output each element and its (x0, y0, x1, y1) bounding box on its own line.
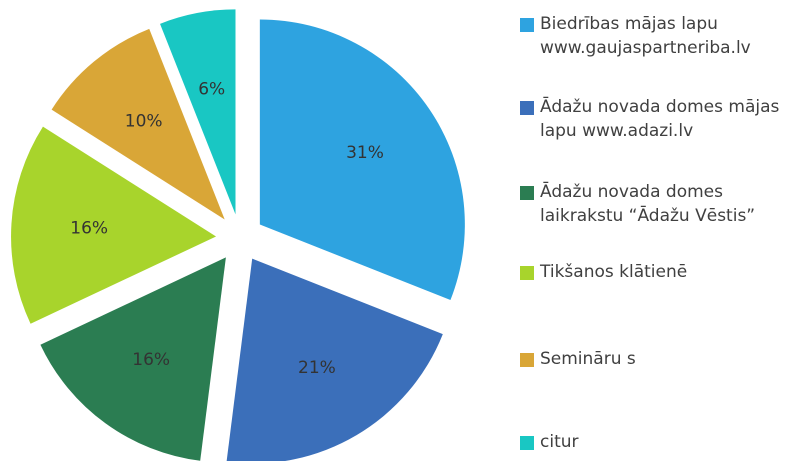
legend-label: citur (540, 432, 579, 452)
data-label: 21% (298, 358, 336, 378)
data-label: 10% (125, 112, 163, 132)
data-label: 16% (70, 219, 108, 239)
legend-swatch (520, 436, 534, 450)
legend-item: Biedrības mājas lapu www.gaujaspartnerib… (520, 12, 805, 60)
pie-slice (51, 28, 225, 220)
pie-slice (259, 19, 465, 300)
data-label: 16% (132, 350, 170, 370)
pie-area: 31% 21% 16% 16% 10% 6% (11, 9, 465, 461)
data-label: 31% (346, 143, 384, 163)
pie-slice (40, 257, 226, 461)
pie-slice (160, 9, 236, 215)
legend-label: Biedrības mājas lapu www.gaujaspartnerib… (540, 14, 751, 58)
legend-item: Tikšanos klātienē (520, 260, 805, 284)
data-label: 6% (198, 80, 225, 100)
legend-label: Ādažu novada domes mājas lapu www.adazi.… (540, 97, 780, 141)
legend-item: citur (520, 430, 805, 454)
legend-label: Ādažu novada domes laikrakstu “Ādažu Vēs… (540, 182, 756, 226)
pie-slice (11, 126, 217, 324)
legend-swatch (520, 186, 534, 200)
pie-slice (226, 258, 443, 461)
legend-swatch (520, 266, 534, 280)
legend-swatch (520, 101, 534, 115)
legend-item: Semināru s (520, 347, 805, 371)
legend-swatch (520, 18, 534, 32)
legend-item: Ādažu novada domes mājas lapu www.adazi.… (520, 95, 805, 143)
legend-item: Ādažu novada domes laikrakstu “Ādažu Vēs… (520, 180, 805, 228)
legend-label: Semināru s (540, 349, 636, 369)
legend-label: Tikšanos klātienē (540, 262, 688, 282)
legend-swatch (520, 353, 534, 367)
